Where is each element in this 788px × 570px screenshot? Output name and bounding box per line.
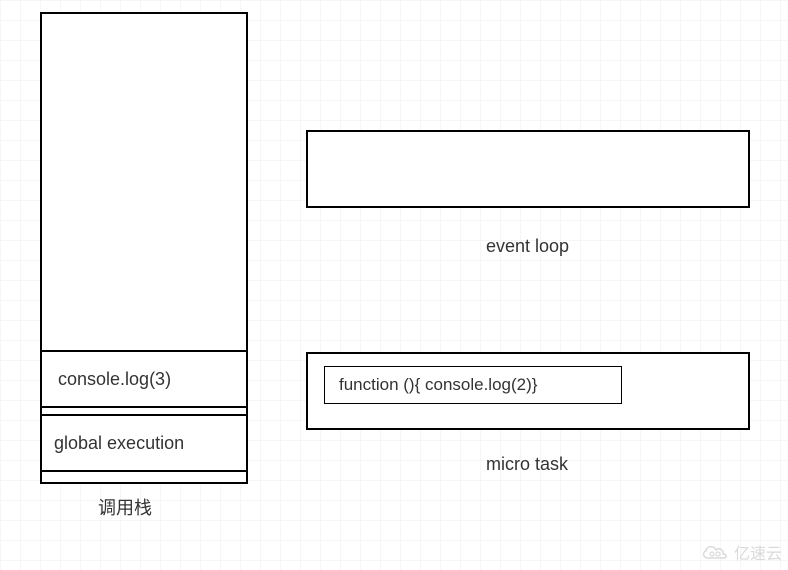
watermark: 亿速云 (700, 540, 782, 564)
call-stack-caption-text: 调用栈 (98, 494, 152, 520)
call-stack-frame-console-log-3: console.log(3) (40, 350, 248, 408)
call-stack-frame-global-execution: global execution (40, 414, 248, 472)
micro-task-caption-text: micro task (486, 454, 568, 475)
call-stack-caption: 调用栈 (98, 494, 152, 520)
cloud-icon (700, 542, 730, 562)
event-loop-caption: event loop (486, 236, 569, 257)
micro-task-caption: micro task (486, 454, 568, 475)
event-loop-box (306, 130, 750, 208)
micro-task-item-text: function (){ console.log(2)} (339, 375, 537, 395)
call-stack-frame-bottom-text: global execution (54, 433, 184, 454)
diagram-canvas: console.log(3) global execution 调用栈 even… (0, 0, 788, 570)
watermark-text: 亿速云 (734, 540, 782, 564)
call-stack-frame-top-text: console.log(3) (58, 369, 171, 390)
micro-task-item: function (){ console.log(2)} (324, 366, 622, 404)
event-loop-caption-text: event loop (486, 236, 569, 257)
